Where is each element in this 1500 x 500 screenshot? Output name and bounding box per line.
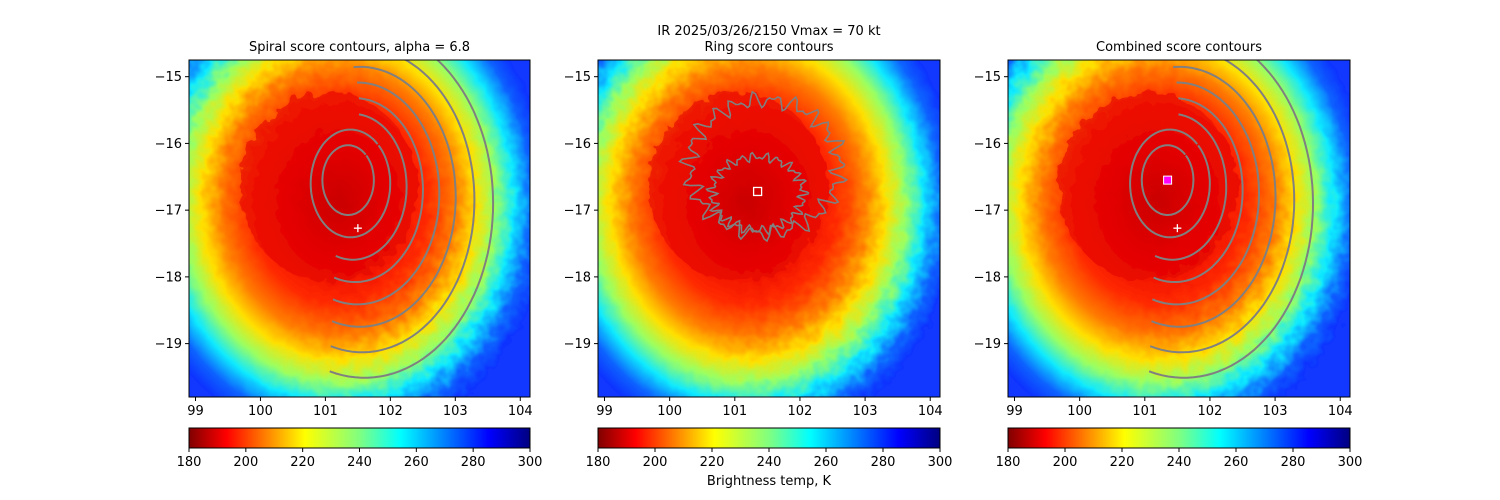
contour-line [333, 97, 425, 283]
y-tick-label: −17 [974, 204, 1001, 219]
colorbar: 180 200 220 240 260 280 300 [177, 427, 543, 470]
colorbar-tick-label: 260 [814, 455, 839, 470]
y-tick-label: −19 [564, 337, 591, 352]
colorbar-tick-label: 180 [996, 455, 1021, 470]
y-tick-label: −15 [974, 70, 1001, 85]
colorbar-tick-label: 300 [928, 455, 953, 470]
colorbar-tick-label: 200 [233, 455, 258, 470]
y-tick-label: −16 [564, 137, 591, 152]
x-tick-label: 99 [1006, 404, 1023, 419]
contour-line [1152, 81, 1260, 306]
colorbar-tick-label: 200 [1053, 455, 1078, 470]
center-plus-marker [1173, 224, 1182, 233]
colorbar-tick-label: 260 [404, 455, 429, 470]
x-tick-label: 103 [443, 404, 468, 419]
colorbar-tick-label: 260 [1224, 455, 1249, 470]
contour-line [335, 113, 408, 261]
x-tick-label: 102 [1198, 404, 1223, 419]
contour-line [1149, 60, 1296, 354]
x-tick-label: 104 [1328, 404, 1353, 419]
colorbar-tick-label: 240 [347, 455, 372, 470]
panel-title: Combined score contours [1096, 40, 1262, 55]
x-tick-label: 101 [1132, 404, 1157, 419]
colorbar-tick-label: 280 [871, 455, 896, 470]
y-tick-label: −16 [155, 137, 182, 152]
brightness-heatmap [189, 60, 530, 397]
colorbar-tick-label: 220 [290, 455, 315, 470]
contour-line [332, 81, 441, 306]
contour-line [1153, 97, 1244, 283]
axes-frame [1007, 59, 1351, 398]
colorbar-tick-label: 180 [177, 455, 202, 470]
colorbar-tick-label: 200 [643, 455, 668, 470]
colorbar-tick-label: 240 [1167, 455, 1192, 470]
y-tick-label: −16 [974, 137, 1001, 152]
y-tick-label: −19 [155, 337, 182, 352]
x-tick-label: 100 [657, 404, 682, 419]
x-tick-label: 104 [508, 404, 533, 419]
brightness-heatmap [1008, 60, 1350, 397]
x-tick-label: 99 [187, 404, 204, 419]
panel-combined: Combined score contours 99 100 101 102 103 104… [974, 40, 1363, 470]
contour-line [678, 90, 849, 243]
contour-line [331, 65, 457, 328]
brightness-heatmap [598, 60, 940, 397]
colorbar-tick-label: 180 [586, 455, 611, 470]
x-tick-label: 100 [1067, 404, 1092, 419]
x-tick-label: 99 [596, 404, 613, 419]
y-tick-label: −15 [564, 70, 591, 85]
panel-spiral: Spiral score contours, alpha = 6.8 99 100 1… [155, 40, 543, 470]
colorbar: 180 200 220 240 260 280 300 [996, 427, 1363, 470]
axes-frame [597, 59, 941, 398]
y-tick-label: −17 [564, 204, 591, 219]
y-tick-label: −18 [974, 270, 1001, 285]
x-tick-label: 102 [788, 404, 813, 419]
contour-line [1151, 65, 1277, 328]
contour-line [1140, 144, 1195, 216]
center-plus-marker [353, 224, 362, 233]
x-tick-label: 100 [248, 404, 273, 419]
x-tick-label: 103 [853, 404, 878, 419]
colorbar-tick-label: 300 [1338, 455, 1363, 470]
colorbar-tick-label: 280 [461, 455, 486, 470]
contour-line [1148, 60, 1315, 379]
y-tick-label: −15 [155, 70, 182, 85]
x-tick-label: 101 [313, 404, 338, 419]
panel-ring: Ring score contours 99 100 101 102 103 104 −15 −… [564, 40, 953, 470]
y-tick-label: −18 [564, 270, 591, 285]
x-tick-label: 102 [378, 404, 403, 419]
x-tick-label: 101 [722, 404, 747, 419]
center-square-marker [752, 186, 763, 197]
y-tick-label: −19 [974, 337, 1001, 352]
contour-line [705, 151, 810, 236]
contour-line [309, 128, 392, 239]
colorbar-tick-label: 220 [1110, 455, 1135, 470]
contour-line [321, 144, 375, 216]
colorbar-tick-label: 220 [700, 455, 725, 470]
score-contours [309, 60, 495, 379]
panel-title: Ring score contours [704, 40, 833, 55]
score-contours [678, 90, 849, 243]
y-tick-label: −17 [155, 204, 182, 219]
contour-line [1154, 113, 1228, 261]
colorbar-tick-label: 240 [757, 455, 782, 470]
colorbar-label: Brightness temp, K [707, 474, 832, 489]
axes-frame [188, 59, 531, 398]
panel-title: Spiral score contours, alpha = 6.8 [249, 40, 470, 55]
x-tick-label: 104 [918, 404, 943, 419]
colorbar: 180 200 220 240 260 280 300 [586, 427, 953, 470]
x-tick-label: 103 [1263, 404, 1288, 419]
y-tick-label: −18 [155, 270, 182, 285]
colorbar-tick-label: 300 [518, 455, 543, 470]
center-square-marker [1163, 175, 1173, 185]
contour-line [330, 60, 476, 354]
score-contours [1129, 60, 1315, 379]
contour-line [329, 60, 495, 379]
figure-suptitle: IR 2025/03/26/2150 Vmax = 70 kt [657, 24, 880, 39]
contour-line [1129, 128, 1211, 239]
colorbar-tick-label: 280 [1281, 455, 1306, 470]
